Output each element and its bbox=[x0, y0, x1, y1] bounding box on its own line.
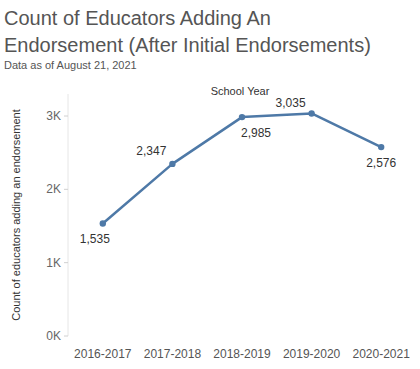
x-axis-label: School Year bbox=[211, 85, 270, 97]
y-tick-label: 1K bbox=[46, 256, 61, 270]
point bbox=[169, 161, 175, 167]
title: Count of Educators Adding AnEndorsement … bbox=[4, 7, 371, 56]
data-label: 1,535 bbox=[80, 232, 110, 246]
y-tick bbox=[64, 116, 68, 117]
y-tick bbox=[64, 262, 68, 263]
plot-area bbox=[100, 110, 385, 226]
y-tick bbox=[64, 189, 68, 190]
y-tick-label: 3K bbox=[46, 109, 61, 123]
point bbox=[100, 220, 106, 226]
data-label: 3,035 bbox=[276, 96, 306, 110]
line bbox=[103, 113, 381, 223]
x-tick-label: 2017-2018 bbox=[144, 347, 202, 361]
y-tick-label: 2K bbox=[46, 182, 61, 196]
y-tick-label: 0K bbox=[46, 329, 61, 343]
x-tick-label: 2016-2017 bbox=[74, 347, 132, 361]
subtitle: Data as of August 21, 2021 bbox=[4, 59, 137, 71]
point bbox=[239, 114, 245, 120]
chart: Count of Educators Adding AnEndorsement … bbox=[0, 0, 420, 369]
y-tick bbox=[64, 336, 68, 337]
x-tick-label: 2018-2019 bbox=[213, 347, 271, 361]
y-axis-label: Count of educators adding an endorsement bbox=[10, 109, 22, 321]
x-tick-label: 2020-2021 bbox=[353, 347, 411, 361]
point bbox=[378, 144, 384, 150]
y-axis-line bbox=[68, 94, 69, 336]
x-tick-label: 2019-2020 bbox=[283, 347, 341, 361]
data-label: 2,985 bbox=[241, 126, 271, 140]
data-label: 2,576 bbox=[366, 156, 396, 170]
point bbox=[308, 110, 314, 116]
data-label: 2,347 bbox=[136, 144, 166, 158]
